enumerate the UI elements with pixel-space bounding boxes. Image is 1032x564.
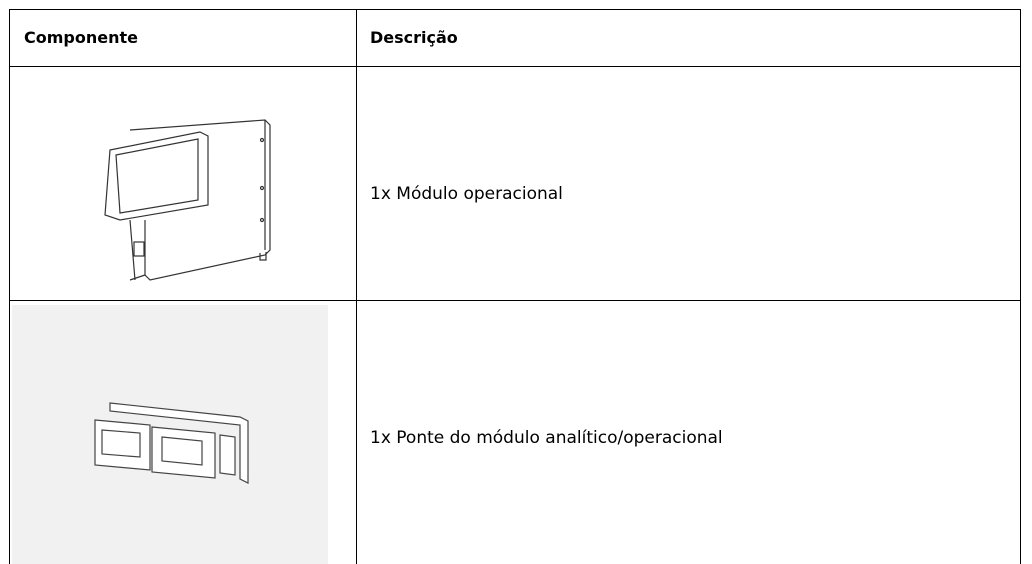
operational-module-image (104, 119, 271, 281)
bridge-image (94, 402, 249, 484)
border-row (9, 300, 1021, 301)
cell-text: 1x Módulo operacional (370, 184, 563, 204)
border-right (1020, 9, 1021, 564)
border-mid (356, 9, 357, 564)
border-top (9, 9, 1021, 10)
border-left (9, 9, 10, 564)
header-cell: Descrição (370, 28, 458, 47)
header-cell: Componente (24, 28, 138, 47)
border-header (9, 66, 1021, 67)
cell-text: 1x Ponte do módulo analítico/operacional (370, 428, 723, 448)
